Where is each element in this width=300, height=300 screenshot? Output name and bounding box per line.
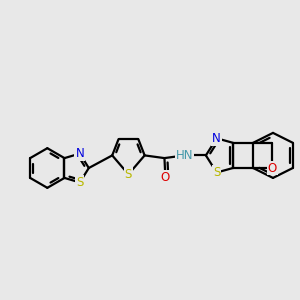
Text: S: S: [76, 176, 83, 189]
Text: N: N: [75, 147, 84, 160]
Text: O: O: [161, 170, 170, 184]
Text: S: S: [213, 166, 220, 179]
Text: HN: HN: [176, 149, 193, 162]
Text: S: S: [125, 168, 132, 181]
Text: N: N: [212, 132, 221, 145]
Text: O: O: [268, 161, 277, 175]
